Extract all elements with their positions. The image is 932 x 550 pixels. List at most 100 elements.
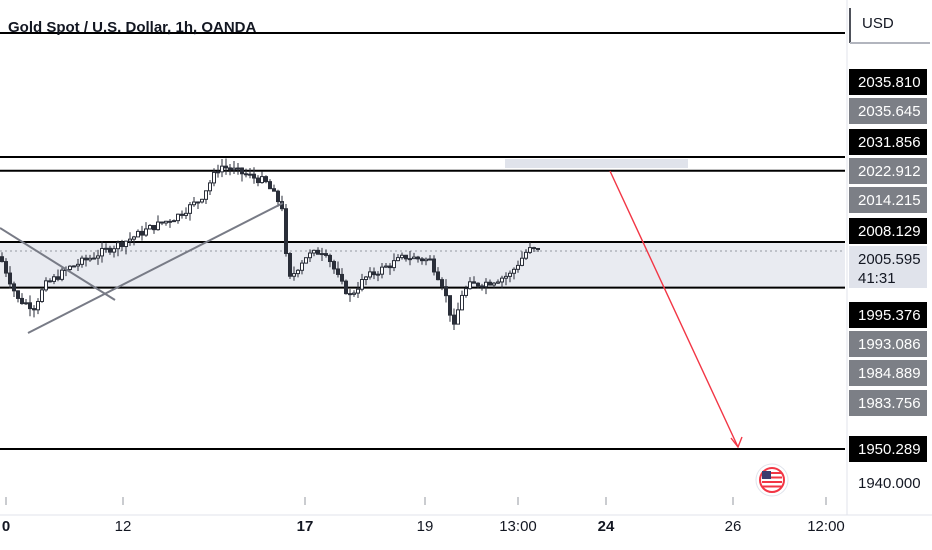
- price-tag: 2035.810: [849, 69, 927, 95]
- candle-body: [104, 247, 108, 250]
- candle-body: [424, 258, 428, 262]
- candle-body: [220, 165, 224, 173]
- candle-body: [356, 288, 360, 294]
- candle-body: [120, 242, 124, 248]
- price-tag-label: 2014.215: [858, 192, 921, 209]
- candle-body: [408, 258, 412, 261]
- candle-body: [8, 272, 12, 285]
- candle-body: [108, 247, 112, 253]
- price-tag-label: 2035.645: [858, 103, 921, 120]
- candle-body: [404, 254, 408, 260]
- candle-body: [468, 281, 472, 290]
- candle-body: [488, 281, 492, 286]
- candle-body: [140, 230, 144, 236]
- price-tag-label: 2022.912: [858, 163, 921, 180]
- candle-body: [460, 294, 464, 311]
- candle-body: [192, 201, 196, 206]
- candle-body: [380, 266, 384, 275]
- candle-body: [504, 275, 508, 279]
- candle-body: [92, 257, 96, 260]
- price-tag: 2035.645: [849, 98, 927, 124]
- candle-body: [4, 261, 8, 274]
- candle-body: [472, 281, 476, 284]
- candle-body: [232, 167, 236, 171]
- candle-body: [52, 276, 56, 282]
- candle-body: [388, 265, 392, 269]
- price-tag: 1950.289: [849, 436, 927, 462]
- time-tick-label: 24: [598, 518, 615, 535]
- candle-body: [288, 253, 292, 277]
- candle-body: [24, 302, 28, 305]
- candle-body: [128, 238, 132, 242]
- candle-body: [252, 173, 256, 179]
- candle-body: [84, 257, 88, 261]
- candle-body: [96, 255, 100, 259]
- candle-body: [308, 252, 312, 259]
- candle-body: [512, 268, 516, 274]
- candle-body: [336, 268, 340, 275]
- candle-body: [500, 277, 504, 283]
- candle-body: [116, 242, 120, 250]
- candle-body: [156, 221, 160, 231]
- candle-body: [300, 262, 304, 271]
- candle-body: [240, 167, 244, 175]
- candle-body: [432, 258, 436, 273]
- time-tick-label: 17: [297, 518, 314, 535]
- candle-body: [352, 292, 356, 295]
- candle-body: [348, 293, 352, 296]
- candle-body: [320, 253, 324, 256]
- candle-body: [40, 289, 44, 302]
- candle-body: [272, 188, 276, 192]
- target-zone: [505, 159, 688, 168]
- candle-body: [100, 247, 104, 257]
- us-flag-icon: [755, 463, 789, 497]
- candle-body: [520, 257, 524, 266]
- candle-body: [168, 220, 172, 223]
- candle-body: [0, 256, 4, 263]
- candle-body: [32, 308, 36, 311]
- candle-body: [124, 240, 128, 248]
- candle-body: [184, 212, 188, 216]
- candle-body: [480, 285, 484, 288]
- trend-line: [0, 227, 116, 301]
- time-tick-label: 12:00: [807, 518, 845, 535]
- candle-body: [368, 271, 372, 278]
- candle-body: [172, 220, 176, 223]
- price-tag: 1993.086: [849, 331, 927, 357]
- candle-body: [20, 297, 24, 305]
- candle-body: [396, 257, 400, 262]
- price-tag-label: 1950.289: [858, 441, 921, 458]
- candle-body: [56, 276, 60, 280]
- countdown-label: 41:31: [858, 270, 896, 287]
- candle-body: [144, 228, 148, 236]
- projection-arrow: [609, 170, 739, 448]
- price-tag: 2014.215: [849, 187, 927, 213]
- candle-body: [324, 253, 328, 256]
- candle-body: [528, 247, 532, 253]
- candle-body: [420, 258, 424, 262]
- currency-label[interactable]: USD: [862, 15, 894, 32]
- price-tag: 1940.000: [858, 475, 921, 492]
- candle-body: [416, 256, 420, 260]
- candle-body: [164, 220, 168, 224]
- candle-body: [276, 190, 280, 203]
- price-tag: 2008.129: [849, 218, 927, 244]
- candle-body: [428, 258, 432, 261]
- candle-body: [444, 286, 448, 297]
- candles: [0, 158, 540, 331]
- candle-body: [516, 264, 520, 270]
- candle-body: [212, 171, 216, 184]
- time-tick-label: 0: [2, 518, 10, 535]
- candle-body: [228, 167, 232, 171]
- candle-body: [464, 288, 468, 296]
- price-tag: 1995.376: [849, 302, 927, 328]
- candle-body: [340, 273, 344, 282]
- time-tick-label: 19: [417, 518, 434, 535]
- candle-body: [260, 176, 264, 184]
- candle-body: [88, 257, 92, 261]
- candle-body: [304, 257, 308, 264]
- symbol-title[interactable]: Gold Spot / U.S. Dollar, 1h, OANDA: [8, 19, 257, 36]
- price-tag-label: 2005.595: [858, 251, 921, 268]
- candle-body: [316, 249, 320, 255]
